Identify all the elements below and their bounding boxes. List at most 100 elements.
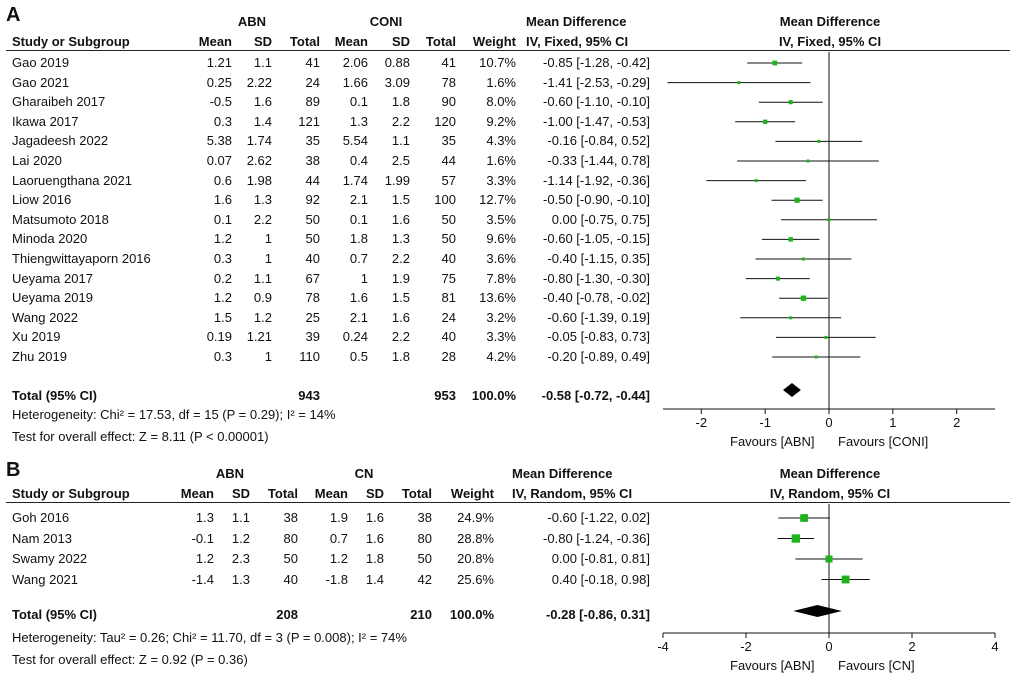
sd-right: 1.3 bbox=[391, 231, 410, 247]
sd-right: 1.8 bbox=[391, 94, 410, 110]
sd-right: 1.6 bbox=[365, 510, 384, 525]
point-estimate bbox=[800, 514, 808, 522]
total-right: 81 bbox=[441, 290, 456, 306]
study-name: Lai 2020 bbox=[12, 153, 62, 168]
mean-left: 0.25 bbox=[206, 74, 232, 90]
sd-right: 1.8 bbox=[391, 349, 410, 364]
point-estimate bbox=[775, 276, 780, 281]
ci-text: 0.00 [-0.81, 0.81] bbox=[551, 551, 650, 566]
point-estimate bbox=[841, 575, 850, 584]
weight: 4.2% bbox=[486, 349, 516, 364]
col-sd-left: SD bbox=[253, 34, 272, 49]
header-rule bbox=[6, 502, 1010, 503]
point-estimate bbox=[789, 316, 793, 320]
total-left: 40 bbox=[305, 251, 320, 266]
col-ci: IV, Random, 95% CI bbox=[512, 486, 633, 501]
ci-text: -0.80 [-1.24, -0.36] bbox=[543, 530, 650, 546]
panel-label-b: B bbox=[6, 459, 21, 481]
total-label: Total (95% CI) bbox=[12, 607, 97, 622]
total-left: 25 bbox=[305, 309, 320, 325]
weight: 3.3% bbox=[486, 172, 516, 188]
ci-text: -0.85 [-1.28, -0.42] bbox=[543, 55, 650, 70]
mean-left: 0.3 bbox=[213, 349, 232, 364]
x-tick-label: 4 bbox=[991, 639, 998, 654]
col-mean-right: Mean bbox=[334, 34, 368, 49]
weight: 1.6% bbox=[486, 74, 516, 90]
mean-right: 0.7 bbox=[349, 251, 368, 266]
x-tick-label: 0 bbox=[825, 639, 832, 654]
mean-right: 1.2 bbox=[329, 551, 348, 566]
study-name: Liow 2016 bbox=[12, 192, 72, 208]
sd-right: 0.88 bbox=[384, 55, 410, 70]
mean-left: 0.07 bbox=[206, 153, 232, 168]
mean-left: -0.5 bbox=[209, 94, 232, 110]
weight: 8.0% bbox=[486, 94, 516, 110]
col-weight: Weight bbox=[450, 486, 494, 501]
mean-left: 1.2 bbox=[213, 231, 232, 247]
weight: 24.9% bbox=[457, 510, 494, 525]
sd-right: 1.4 bbox=[365, 571, 384, 587]
study-name: Minoda 2020 bbox=[12, 231, 88, 247]
favours-left: Favours [ABN] bbox=[730, 434, 815, 449]
favours-left: Favours [ABN] bbox=[730, 658, 815, 673]
sd-right: 1.5 bbox=[391, 192, 410, 208]
total-left: 80 bbox=[283, 530, 298, 546]
weight: 3.3% bbox=[486, 329, 516, 345]
heterogeneity: Heterogeneity: Tau² = 0.26; Chi² = 11.70… bbox=[12, 630, 407, 645]
col-study: Study or Subgroup bbox=[12, 34, 130, 49]
mean-right: 0.1 bbox=[349, 211, 368, 227]
col-sd-left: SD bbox=[231, 486, 250, 501]
sd-left: 1.2 bbox=[253, 309, 272, 325]
sd-left: 2.62 bbox=[246, 153, 272, 168]
total-label: Total (95% CI) bbox=[12, 388, 97, 403]
total-left: 41 bbox=[305, 55, 320, 70]
sd-right: 1.6 bbox=[391, 211, 410, 227]
study-name: Wang 2021 bbox=[12, 571, 79, 587]
x-tick-label: -1 bbox=[759, 415, 771, 430]
weight: 12.7% bbox=[479, 192, 516, 208]
total-left: 40 bbox=[283, 571, 298, 587]
total-right: 44 bbox=[441, 153, 456, 168]
mean-right: 2.06 bbox=[342, 55, 368, 70]
mean-right: 5.54 bbox=[342, 133, 368, 149]
group-right-label: CN bbox=[354, 466, 374, 481]
point-estimate bbox=[794, 197, 800, 203]
study-name: Xu 2019 bbox=[12, 329, 61, 345]
header-rule bbox=[6, 50, 1010, 51]
mean-right: 2.1 bbox=[349, 309, 368, 325]
study-name: Gharaibeh 2017 bbox=[12, 94, 106, 110]
ci-text: -0.50 [-0.90, -0.10] bbox=[543, 192, 650, 208]
col-total-right: Total bbox=[425, 34, 456, 49]
mean-left: 1.3 bbox=[195, 510, 214, 525]
weight: 13.6% bbox=[479, 290, 516, 306]
ci-text: -0.80 [-1.30, -0.30] bbox=[543, 270, 650, 286]
study-name: Jagadeesh 2022 bbox=[12, 133, 109, 149]
col-sd-right: SD bbox=[365, 486, 384, 501]
total-right: 78 bbox=[441, 74, 456, 90]
sd-right: 1.99 bbox=[384, 172, 410, 188]
mean-left: 5.38 bbox=[206, 133, 232, 149]
plot-header-title: Mean Difference bbox=[779, 14, 881, 29]
x-tick-label: -4 bbox=[657, 639, 669, 654]
group-left-label: ABN bbox=[215, 466, 245, 481]
total-ci: -0.58 [-0.72, -0.44] bbox=[541, 388, 650, 403]
total-right: 50 bbox=[441, 211, 456, 227]
total-right: 24 bbox=[441, 309, 456, 325]
mean-right: 0.4 bbox=[349, 153, 368, 168]
ci-text: -0.33 [-1.44, 0.78] bbox=[547, 153, 650, 168]
total-left: 110 bbox=[299, 349, 320, 364]
panel-label-a: A bbox=[6, 4, 21, 26]
plot-header-title: Mean Difference bbox=[779, 466, 881, 481]
weight: 4.3% bbox=[486, 133, 516, 149]
sd-right: 3.09 bbox=[384, 74, 410, 90]
x-tick-label: -2 bbox=[740, 639, 752, 654]
sd-left: 1.98 bbox=[246, 172, 272, 188]
sd-right: 1.9 bbox=[391, 270, 410, 286]
total-right: 40 bbox=[441, 251, 456, 266]
heterogeneity: Heterogeneity: Chi² = 17.53, df = 15 (P … bbox=[12, 407, 336, 422]
total-left: 35 bbox=[305, 133, 320, 149]
total-n-right: 210 bbox=[410, 607, 432, 622]
point-estimate bbox=[772, 60, 778, 66]
ci-text: -1.00 [-1.47, -0.53] bbox=[543, 113, 650, 129]
point-estimate bbox=[800, 295, 807, 301]
